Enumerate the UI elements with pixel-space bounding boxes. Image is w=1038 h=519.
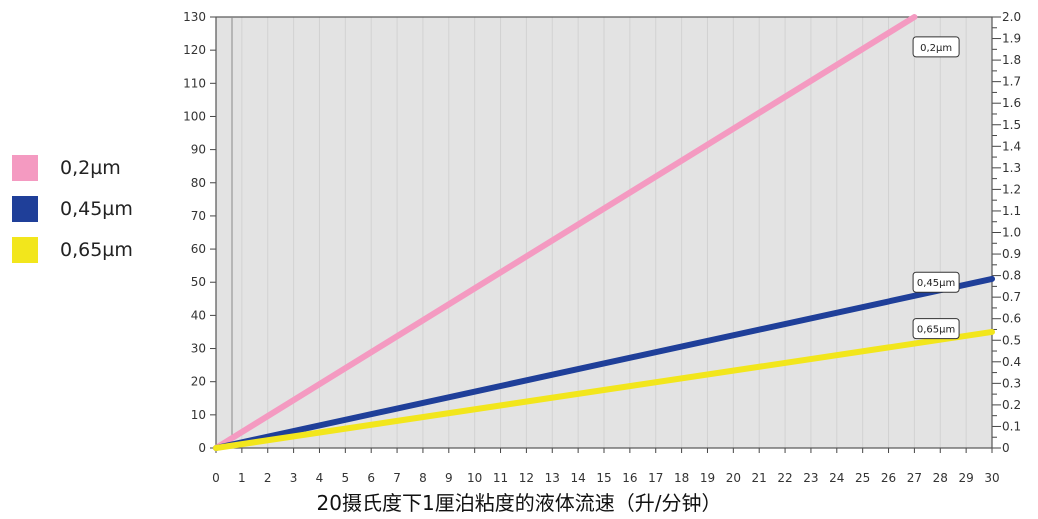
- x-tick-label: 24: [829, 471, 844, 485]
- y-tick-label: 40: [191, 308, 206, 322]
- x-tick-label: 27: [907, 471, 922, 485]
- legend-item-0-2um: 0,2µm: [12, 154, 133, 182]
- x-tick-label: 15: [596, 471, 611, 485]
- y2-tick-label: 0.2: [1002, 398, 1021, 412]
- y-tick-label: 70: [191, 209, 206, 223]
- y2-tick-label: 1.5: [1002, 118, 1021, 132]
- x-tick-label: 11: [493, 471, 508, 485]
- series-line-2: [213, 328, 995, 451]
- series-line-0: [213, 14, 918, 451]
- x-tick-label: 30: [984, 471, 999, 485]
- y2-tick-label: 0: [1002, 441, 1010, 455]
- y-tick-label: 20: [191, 375, 206, 389]
- x-tick-label: 21: [752, 471, 767, 485]
- series-callout-box-2: [912, 318, 960, 340]
- x-tick-label: 20: [726, 471, 741, 485]
- y-tick-label: 0: [198, 441, 206, 455]
- legend-label-0-45um: 0,45µm: [60, 198, 133, 220]
- legend-label-0-65um: 0,65µm: [60, 239, 133, 261]
- y-tick-label: 90: [191, 143, 206, 157]
- x-tick-label: 1: [238, 471, 246, 485]
- y-tick-label: 50: [191, 275, 206, 289]
- y-tick-label: 30: [191, 342, 206, 356]
- legend-label-0-2um: 0,2µm: [60, 157, 121, 179]
- x-tick-label: 10: [467, 471, 482, 485]
- y2-tick-label: 1.9: [1002, 32, 1021, 46]
- y2-tick-label: 0.3: [1002, 376, 1021, 390]
- y-tick-label: 60: [191, 242, 206, 256]
- x-tick-label: 18: [674, 471, 689, 485]
- x-tick-label: 29: [958, 471, 973, 485]
- x-tick-label: 7: [393, 471, 401, 485]
- y-tick-label: 100: [183, 109, 206, 123]
- y2-tick-label: 1.0: [1002, 226, 1021, 240]
- series-callout-box-0: [912, 36, 960, 58]
- x-tick-label: 0: [212, 471, 220, 485]
- x-tick-label: 14: [570, 471, 585, 485]
- y2-tick-label: 0.9: [1002, 247, 1021, 261]
- series-line-1: [213, 275, 995, 451]
- y-tick-label: 10: [191, 408, 206, 422]
- y2-tick-label: 0.1: [1002, 419, 1021, 433]
- y-tick-label: 80: [191, 176, 206, 190]
- y2-tick-label: 1.2: [1002, 182, 1021, 196]
- series-callout-label-2: 0,65µm: [917, 325, 955, 336]
- y-tick-label: 120: [183, 43, 206, 57]
- x-tick-label: 28: [933, 471, 948, 485]
- y2-tick-label: 0.7: [1002, 290, 1021, 304]
- x-tick-label: 26: [881, 471, 896, 485]
- x-axis-title: 20摄氏度下1厘泊粘度的液体流速（升/分钟）: [316, 491, 722, 515]
- y2-tick-label: 0.6: [1002, 312, 1021, 326]
- x-tick-label: 19: [700, 471, 715, 485]
- x-tick-label: 23: [803, 471, 818, 485]
- series-callout-box-1: [912, 271, 960, 293]
- x-tick-label: 3: [290, 471, 298, 485]
- x-tick-label: 16: [622, 471, 637, 485]
- y2-tick-label: 0.5: [1002, 333, 1021, 347]
- x-tick-label: 25: [855, 471, 870, 485]
- x-tick-label: 12: [519, 471, 534, 485]
- y2-tick-label: 1.6: [1002, 96, 1021, 110]
- x-tick-label: 13: [545, 471, 560, 485]
- legend: 0,2µm 0,45µm 0,65µm: [12, 154, 133, 277]
- legend-item-0-65um: 0,65µm: [12, 236, 133, 264]
- series-callout-label-1: 0,45µm: [917, 278, 955, 289]
- y-tick-label: 130: [183, 10, 206, 24]
- x-tick-label: 4: [316, 471, 324, 485]
- x-tick-label: 6: [367, 471, 375, 485]
- legend-item-0-45um: 0,45µm: [12, 195, 133, 223]
- x-tick-label: 8: [419, 471, 427, 485]
- x-tick-label: 5: [342, 471, 350, 485]
- y2-tick-label: 1.3: [1002, 161, 1021, 175]
- x-tick-label: 9: [445, 471, 453, 485]
- legend-swatch-0-45um: [12, 196, 38, 222]
- y2-tick-label: 1.8: [1002, 53, 1021, 67]
- x-tick-label: 22: [777, 471, 792, 485]
- y2-tick-label: 1.4: [1002, 139, 1021, 153]
- y2-tick-label: 0.8: [1002, 269, 1021, 283]
- x-tick-label: 2: [264, 471, 272, 485]
- y2-tick-label: 0.4: [1002, 355, 1021, 369]
- y2-tick-label: 1.7: [1002, 75, 1021, 89]
- legend-swatch-0-65um: [12, 237, 38, 263]
- series-callout-label-0: 0,2µm: [920, 43, 952, 54]
- x-tick-label: 17: [648, 471, 663, 485]
- plot-frame: [215, 16, 993, 449]
- y-tick-label: 110: [183, 76, 206, 90]
- y2-tick-label: 1.1: [1002, 204, 1021, 218]
- y2-tick-label: 2.0: [1002, 10, 1021, 24]
- legend-swatch-0-2um: [12, 155, 38, 181]
